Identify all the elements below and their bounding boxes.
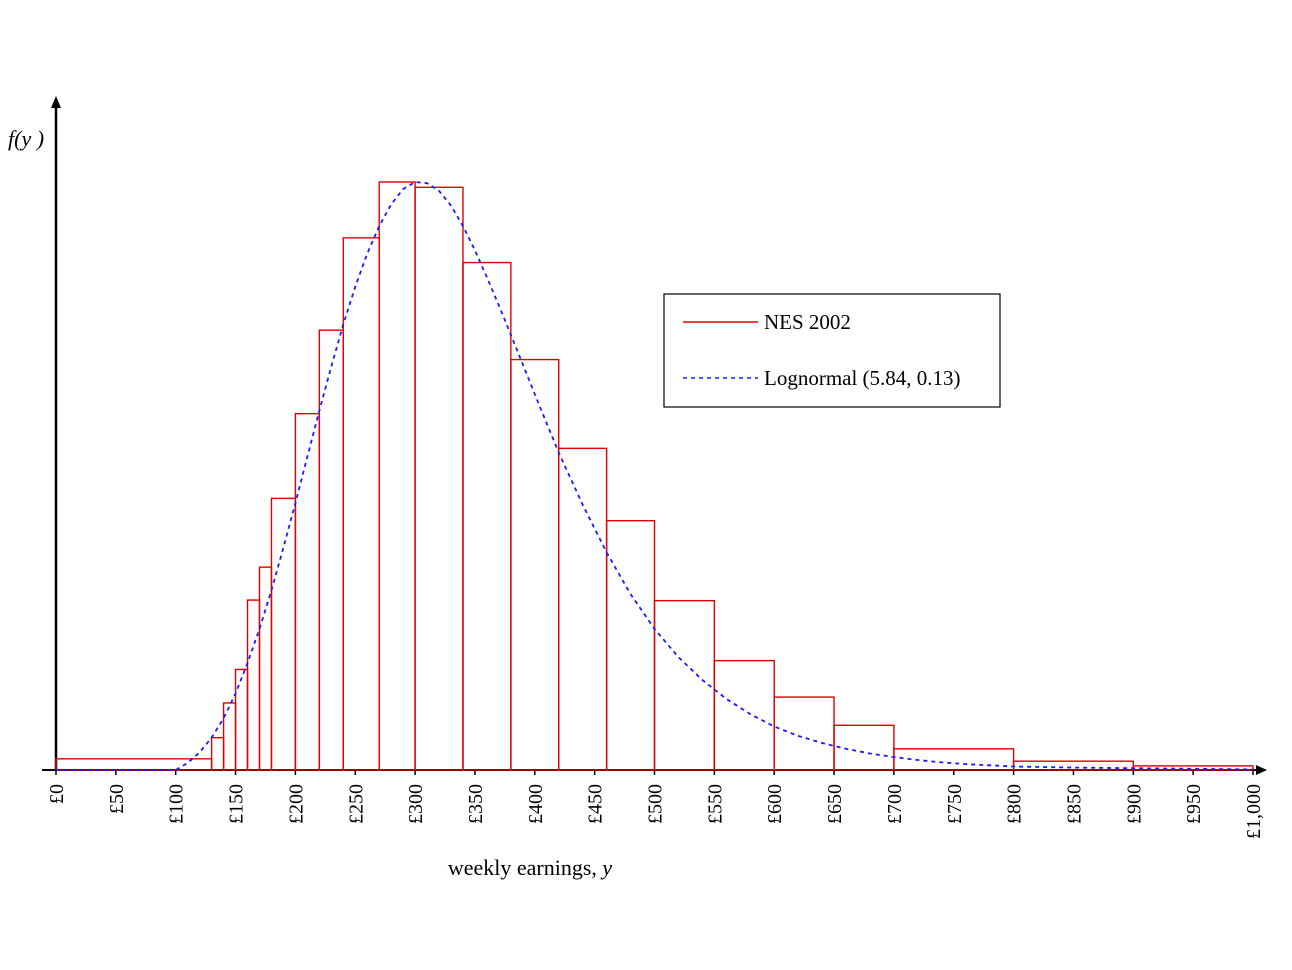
- histogram-bar: [210, 736, 225, 771]
- x-tick-label: £850: [1063, 784, 1085, 824]
- x-tick-label: £1,000: [1243, 784, 1265, 839]
- x-tick-label: £650: [824, 784, 846, 824]
- histogram-bar: [462, 261, 512, 771]
- histogram-bar: [773, 696, 835, 771]
- histogram-bar: [510, 358, 560, 771]
- x-tick-label: £300: [405, 784, 427, 824]
- x-tick-label: £550: [704, 784, 726, 824]
- y-axis-label: f(y ): [8, 126, 44, 151]
- x-tick-label: £750: [944, 784, 966, 824]
- x-tick-label: £0: [46, 784, 68, 804]
- x-tick-label: £450: [585, 784, 607, 824]
- legend: NES 2002 Lognormal (5.84, 0.13): [663, 293, 1001, 408]
- histogram-bar: [713, 659, 775, 771]
- x-tick-label: £500: [645, 784, 667, 824]
- x-axis-label-text: weekly earnings,: [448, 855, 603, 880]
- histogram-bar: [294, 412, 321, 771]
- x-tick-label: £400: [525, 784, 547, 824]
- histogram-bar: [1132, 765, 1254, 771]
- x-tick-label: £600: [764, 784, 786, 824]
- histogram-bar: [378, 181, 416, 771]
- histogram-bar: [342, 237, 380, 771]
- legend-box: [663, 293, 1001, 408]
- histogram-bar: [605, 519, 656, 771]
- histogram-bar: [414, 186, 464, 771]
- histogram-bar: [833, 724, 895, 771]
- x-tick-label: £800: [1004, 784, 1026, 824]
- histogram-bar: [234, 668, 249, 771]
- x-tick-label: £100: [166, 784, 188, 824]
- x-tick-label: £150: [226, 784, 248, 824]
- x-tick-label: £200: [285, 784, 307, 824]
- legend-label-lognormal: Lognormal (5.84, 0.13): [764, 366, 961, 390]
- histogram-bar: [55, 758, 213, 771]
- histogram-bars: [55, 181, 1254, 771]
- y-axis-arrow: [51, 96, 61, 108]
- x-axis-arrow: [1256, 765, 1267, 775]
- histogram-bar: [222, 702, 237, 771]
- histogram-bar: [653, 599, 716, 771]
- histogram-bar: [893, 748, 1015, 771]
- x-tick-label: £350: [465, 784, 487, 824]
- histogram-bar: [246, 599, 261, 771]
- x-axis-ticks: £0 £50 £100 £150 £200 £250 £300 £350 £400 £450 £50…: [46, 770, 1265, 839]
- x-tick-label: £50: [106, 784, 128, 814]
- legend-label-nes: NES 2002: [764, 310, 851, 334]
- histogram-bar: [270, 497, 297, 771]
- x-axis-label: weekly earnings, y: [448, 855, 613, 880]
- x-tick-label: £900: [1123, 784, 1145, 824]
- histogram-bar: [558, 447, 608, 771]
- x-tick-label: £250: [345, 784, 367, 824]
- x-axis-label-var: y: [600, 855, 612, 880]
- x-tick-label: £950: [1183, 784, 1205, 824]
- x-tick-label: £700: [884, 784, 906, 824]
